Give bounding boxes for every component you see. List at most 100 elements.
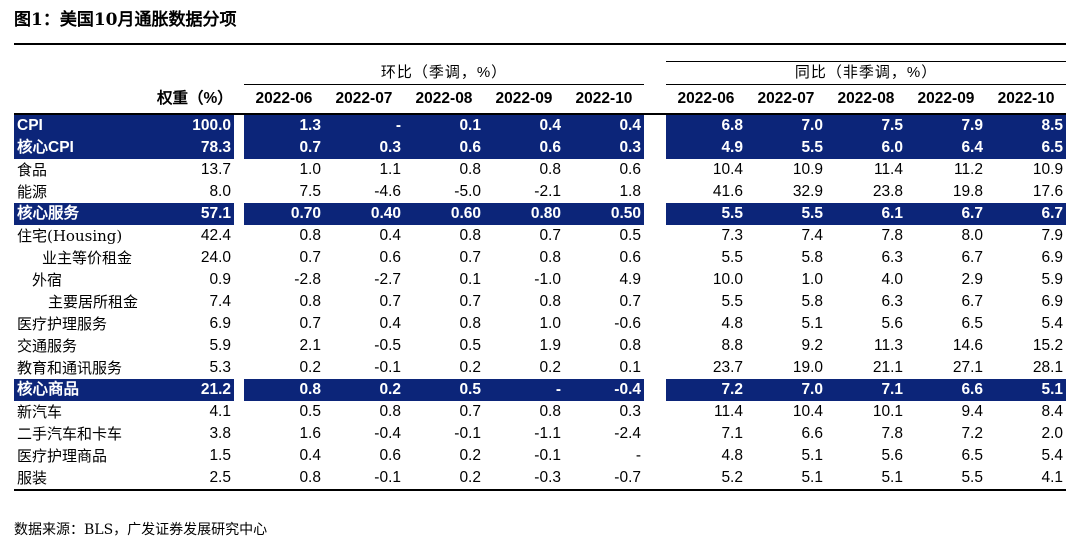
mom-cell: 0.3: [324, 137, 404, 159]
yoy-cell: 6.6: [906, 379, 986, 401]
yoy-cell: 5.8: [801, 293, 823, 310]
yoy-cell: 5.4: [1041, 315, 1064, 332]
mom-cell: 0.2: [459, 447, 481, 464]
yoy-cell: 8.5: [986, 114, 1067, 137]
mom-cell: -2.1: [534, 183, 561, 200]
row-label: 医疗护理服务: [17, 315, 108, 333]
yoy-cell: 5.5: [746, 137, 826, 159]
yoy-cell: 5.5: [906, 467, 986, 491]
row-label: CPI: [14, 114, 154, 137]
mom-cell: 0.6: [379, 447, 401, 464]
mom-cell: -: [324, 114, 404, 137]
yoy-month-header: 2022-07: [746, 84, 826, 115]
yoy-cell: 5.8: [801, 249, 823, 266]
mom-cell: 0.6: [379, 249, 401, 266]
mom-cell: 0.60: [404, 203, 484, 225]
yoy-cell: 9.4: [961, 403, 983, 420]
yoy-cell: 8.4: [1041, 403, 1064, 420]
mom-cell: 0.7: [459, 403, 481, 420]
top-rule: [14, 43, 1066, 45]
row-label: 教育和通讯服务: [17, 359, 123, 377]
mom-cell: 0.7: [299, 249, 321, 266]
yoy-cell: 5.1: [746, 467, 826, 491]
mom-cell: 0.6: [619, 249, 641, 266]
weight-cell: 5.3: [209, 359, 231, 376]
weight-cell: 2.5: [154, 467, 234, 491]
yoy-cell: 4.8: [721, 315, 743, 332]
mom-cell: -2.8: [294, 271, 321, 288]
mom-cell: -2.4: [614, 425, 641, 442]
yoy-cell: 32.9: [792, 183, 823, 200]
row-label: 二手汽车和卡车: [17, 425, 123, 443]
mom-cell: 0.8: [244, 467, 324, 491]
mom-cell: -1.0: [534, 271, 561, 288]
mom-cell: 0.8: [539, 161, 561, 178]
table-row: 核心商品 21.2 0.8 0.2 0.5- -0.4 7.2 7.0 7.1 6.6 5.1: [14, 379, 1067, 401]
mom-cell: 0.7: [299, 315, 321, 332]
table-row: 交通服务 5.9 2.1 -0.5 0.5 1.9 0.8 8.8 9.2 11.3 14.6 15.…: [14, 335, 1066, 357]
mom-cell: -: [635, 447, 641, 464]
yoy-cell: 6.6: [801, 425, 823, 442]
yoy-cell: 10.1: [872, 403, 903, 420]
mom-cell: 2.1: [299, 337, 321, 354]
mom-group-header: 环比（季调，%）: [244, 61, 644, 85]
mom-cell: 0.70: [244, 203, 324, 225]
mom-cell: -4.6: [374, 183, 401, 200]
yoy-cell: 14.6: [952, 337, 983, 354]
mom-cell: 0.8: [619, 337, 641, 354]
mom-cell: 0.4: [379, 227, 401, 244]
table-row: 核心服务 57.1 0.70 0.40 0.60 0.80 0.50 5.5 5.5 6.1 6.7…: [14, 203, 1067, 225]
table-row: 医疗护理服务 6.9 0.7 0.4 0.8 1.0 -0.6 4.8 5.1 5.6 6.5 5.4: [14, 313, 1066, 335]
yoy-cell: 5.5: [721, 249, 743, 266]
mom-cell: -0.4: [564, 379, 644, 401]
row-label: 交通服务: [17, 337, 78, 355]
table-row: 食品 13.7 1.0 1.1 0.8 0.8 0.6 10.4 10.9 11.4 11.2 10.…: [14, 159, 1066, 181]
weight-cell: 3.8: [209, 425, 231, 442]
row-label: 住宅(Housing): [17, 227, 123, 245]
yoy-cell: 7.5: [826, 114, 906, 137]
yoy-cell: 4.8: [721, 447, 743, 464]
mom-cell: 1.9: [539, 337, 561, 354]
mom-cell: 0.7: [539, 227, 561, 244]
yoy-cell: 2.0: [1041, 425, 1064, 442]
mom-cell: 0.8: [299, 293, 321, 310]
mom-cell: 0.8: [459, 227, 481, 244]
table-row: 服装 2.5 0.8 -0.1 0.2 -0.3 -0.7 5.2 5.1 5.1 5.5 4.1: [14, 467, 1067, 491]
yoy-cell: 5.2: [666, 467, 746, 491]
mom-month-header: 2022-10: [564, 84, 644, 115]
mom-cell: 7.5: [299, 183, 321, 200]
yoy-cell: 28.1: [1032, 359, 1064, 376]
yoy-cell: 6.8: [666, 114, 746, 137]
yoy-cell: 21.1: [872, 359, 903, 376]
yoy-cell: 7.2: [666, 379, 746, 401]
yoy-cell: 4.9: [666, 137, 746, 159]
yoy-cell: 5.9: [1041, 271, 1064, 288]
yoy-cell: 2.9: [961, 271, 983, 288]
row-label: 核心服务: [14, 203, 154, 225]
weight-cell: 100.0: [154, 114, 234, 137]
yoy-month-header: 2022-09: [906, 84, 986, 115]
yoy-cell: 7.8: [881, 425, 903, 442]
yoy-cell: 6.3: [881, 293, 903, 310]
mom-cell: 0.5: [404, 379, 484, 401]
yoy-cell: 6.9: [1041, 249, 1064, 266]
mom-cell: 0.1: [404, 114, 484, 137]
yoy-cell: 7.9: [906, 114, 986, 137]
yoy-cell: 5.6: [881, 315, 903, 332]
yoy-cell: 19.8: [952, 183, 983, 200]
yoy-cell: 7.1: [721, 425, 743, 442]
weight-cell: 13.7: [200, 161, 231, 178]
yoy-cell: 11.4: [713, 403, 743, 420]
mom-cell: 0.1: [459, 271, 481, 288]
mom-cell: 0.5: [299, 403, 321, 420]
mom-cell: 1.1: [379, 161, 401, 178]
weight-cell: 42.4: [200, 227, 231, 244]
row-label: 食品: [17, 161, 48, 179]
row-label: 核心CPI: [14, 137, 154, 159]
yoy-cell: 7.8: [881, 227, 903, 244]
yoy-cell: 6.0: [826, 137, 906, 159]
row-label: 医疗护理商品: [17, 447, 108, 465]
yoy-cell: 5.4: [1041, 447, 1064, 464]
yoy-cell: 6.3: [881, 249, 903, 266]
mom-cell: 0.4: [379, 315, 401, 332]
